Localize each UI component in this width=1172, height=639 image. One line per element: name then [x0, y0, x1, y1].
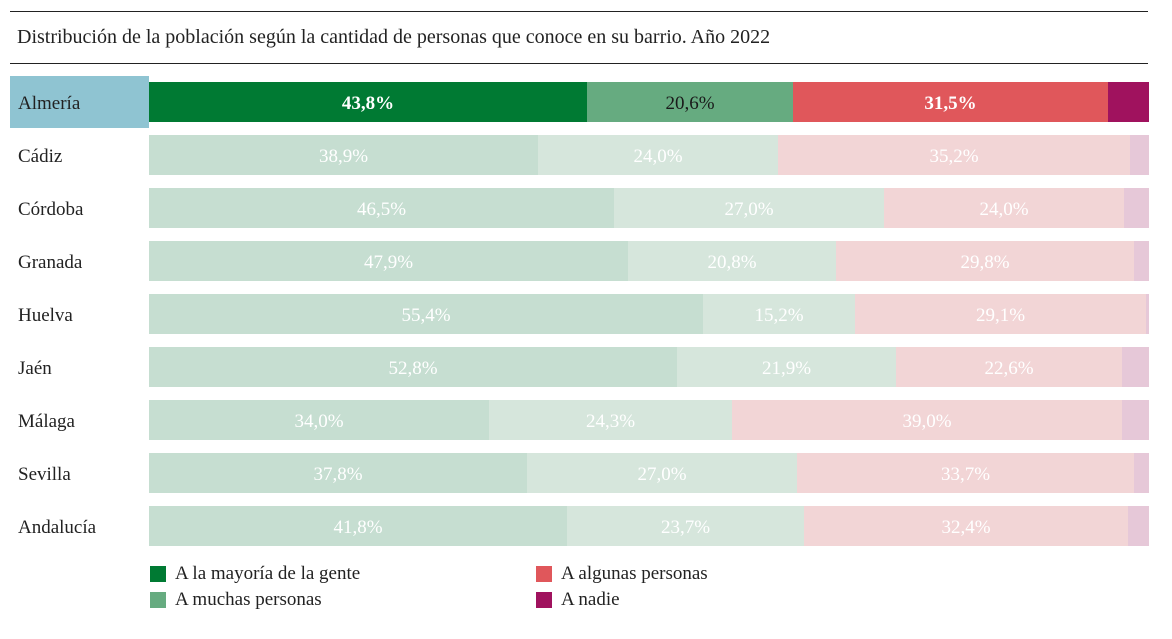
legend-item-algunas: A algunas personas [536, 563, 708, 585]
legend-label-muchas: A muchas personas [175, 589, 322, 610]
bar-sevilla-muchas [527, 453, 797, 493]
bar-cadiz-mayoria [149, 135, 538, 175]
value-label-jaen-muchas: 21,9% [762, 358, 811, 379]
bar-huelva-muchas [703, 294, 855, 334]
bar-cordoba-nadie [1124, 188, 1149, 228]
value-label-cordoba-muchas: 27,0% [724, 199, 773, 220]
value-label-huelva-algunas: 29,1% [976, 305, 1025, 326]
legend-swatch-algunas [536, 566, 552, 582]
legend-swatch-mayoria [150, 566, 166, 582]
value-label-almeria-algunas: 31,5% [924, 93, 976, 114]
bar-jaen-algunas [896, 347, 1122, 387]
bar-andalucia-nadie [1128, 506, 1149, 546]
bar-almeria-mayoria [149, 82, 587, 122]
value-label-jaen-mayoria: 52,8% [388, 358, 437, 379]
bar-cordoba-mayoria [149, 188, 614, 228]
category-label-huelva: Huelva [18, 305, 73, 326]
value-label-granada-mayoria: 47,9% [364, 252, 413, 273]
bar-andalucia-muchas [567, 506, 804, 546]
bar-huelva-nadie [1146, 294, 1149, 334]
value-label-huelva-mayoria: 55,4% [401, 305, 450, 326]
bar-sevilla-nadie [1134, 453, 1149, 493]
category-label-andalucia: Andalucía [18, 517, 97, 538]
value-label-almeria-muchas: 20,6% [665, 93, 714, 114]
value-label-malaga-algunas: 39,0% [902, 411, 951, 432]
bar-malaga-algunas [732, 400, 1122, 440]
value-label-andalucia-muchas: 23,7% [661, 517, 710, 538]
category-label-cordoba: Córdoba [18, 199, 84, 220]
bar-granada-nadie [1134, 241, 1149, 281]
value-label-cadiz-algunas: 35,2% [929, 146, 978, 167]
title-rule [10, 63, 1148, 64]
bar-andalucia-algunas [804, 506, 1128, 546]
category-label-cadiz: Cádiz [18, 146, 62, 167]
bar-cadiz-muchas [538, 135, 778, 175]
bar-malaga-nadie [1122, 400, 1149, 440]
bar-granada-algunas [836, 241, 1134, 281]
value-label-andalucia-algunas: 32,4% [941, 517, 990, 538]
bar-cordoba-muchas [614, 188, 884, 228]
value-label-malaga-mayoria: 34,0% [294, 411, 343, 432]
value-label-cordoba-algunas: 24,0% [979, 199, 1028, 220]
bar-huelva-mayoria [149, 294, 703, 334]
category-label-sevilla: Sevilla [18, 464, 71, 485]
category-label-jaen: Jaén [18, 358, 52, 379]
value-label-cordoba-mayoria: 46,5% [357, 199, 406, 220]
legend-item-mayoria: A la mayoría de la gente [150, 563, 360, 585]
bar-sevilla-mayoria [149, 453, 527, 493]
value-label-almeria-mayoria: 43,8% [342, 93, 394, 114]
bar-andalucia-mayoria [149, 506, 567, 546]
bar-cadiz-nadie [1130, 135, 1149, 175]
category-label-malaga: Málaga [18, 411, 76, 432]
value-label-granada-muchas: 20,8% [707, 252, 756, 273]
value-label-andalucia-mayoria: 41,8% [333, 517, 382, 538]
legend-swatch-nadie [536, 592, 552, 608]
category-label-granada: Granada [18, 252, 83, 273]
bar-sevilla-algunas [797, 453, 1134, 493]
legend-item-muchas: A muchas personas [150, 589, 322, 611]
value-label-sevilla-algunas: 33,7% [941, 464, 990, 485]
legend: A la mayoría de la gente A algunas perso… [150, 563, 850, 615]
bar-huelva-algunas [855, 294, 1146, 334]
bar-almeria-nadie [1108, 82, 1149, 122]
bar-almeria-muchas [587, 82, 793, 122]
bar-jaen-nadie [1122, 347, 1149, 387]
legend-label-algunas: A algunas personas [561, 563, 708, 584]
bar-malaga-muchas [489, 400, 732, 440]
bar-jaen-muchas [677, 347, 896, 387]
legend-item-nadie: A nadie [536, 589, 620, 611]
top-rule [10, 11, 1148, 12]
bar-malaga-mayoria [149, 400, 489, 440]
value-label-huelva-muchas: 15,2% [754, 305, 803, 326]
legend-label-nadie: A nadie [561, 589, 620, 610]
bar-cordoba-algunas [884, 188, 1124, 228]
value-label-jaen-algunas: 22,6% [984, 358, 1033, 379]
bar-granada-mayoria [149, 241, 628, 281]
value-label-sevilla-muchas: 27,0% [637, 464, 686, 485]
value-label-cadiz-mayoria: 38,9% [319, 146, 368, 167]
category-highlight-almeria [10, 76, 149, 128]
value-label-granada-algunas: 29,8% [960, 252, 1009, 273]
stacked-bar-chart: Almería 43,8% 20,6% 31,5% Cádiz 38,9% 24,0% 35,… [10, 76, 1149, 546]
chart-title: Distribución de la población según la ca… [17, 26, 771, 48]
bar-granada-muchas [628, 241, 836, 281]
bar-almeria-algunas [793, 82, 1108, 122]
category-label-almeria: Almería [18, 93, 81, 114]
value-label-cadiz-muchas: 24,0% [633, 146, 682, 167]
legend-label-mayoria: A la mayoría de la gente [175, 563, 361, 584]
value-label-malaga-muchas: 24,3% [586, 411, 635, 432]
value-label-sevilla-mayoria: 37,8% [313, 464, 362, 485]
bar-jaen-mayoria [149, 347, 677, 387]
legend-swatch-muchas [150, 592, 166, 608]
bar-cadiz-algunas [778, 135, 1130, 175]
